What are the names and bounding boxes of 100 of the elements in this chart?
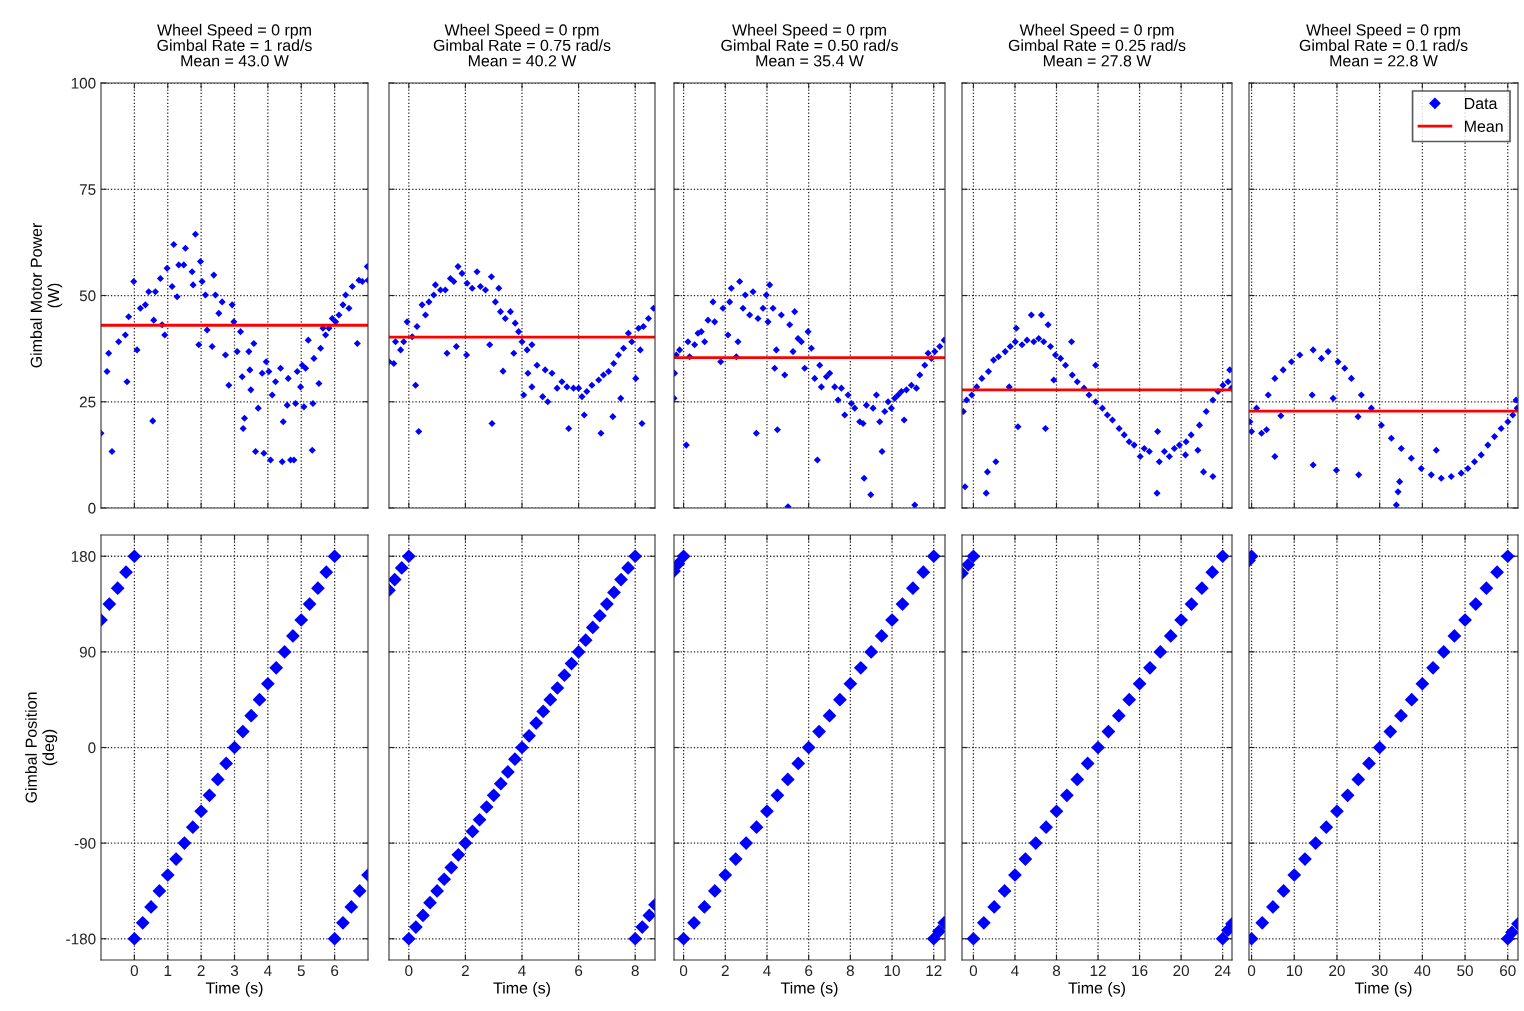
point [607, 585, 621, 600]
point [1394, 708, 1408, 723]
point [536, 704, 551, 719]
point [1490, 433, 1499, 441]
point [458, 836, 473, 850]
point [628, 549, 643, 564]
point [389, 572, 402, 587]
point [336, 915, 350, 930]
x-tick-label: 20 [1329, 965, 1345, 977]
x-tick-label: 8 [1052, 965, 1061, 977]
point [252, 692, 267, 707]
point [987, 900, 1002, 914]
point [1163, 629, 1178, 643]
point [1341, 364, 1349, 372]
x-tick-label: 2 [721, 965, 729, 976]
point [1205, 565, 1220, 580]
point [302, 597, 317, 611]
legend-label: Mean [1464, 120, 1503, 132]
point [127, 549, 142, 564]
point [1324, 348, 1332, 356]
x-axis-title: Time (s) [1354, 981, 1412, 997]
point [1479, 581, 1494, 595]
point [1484, 441, 1492, 449]
point [739, 836, 753, 850]
y-tick-label: 180 [71, 551, 96, 562]
point [1447, 473, 1455, 481]
point [493, 776, 508, 791]
point [621, 561, 635, 575]
x-tick-label: 4 [518, 965, 526, 976]
point [1470, 458, 1479, 466]
x-tick-label: 4 [1011, 965, 1019, 976]
point [676, 549, 691, 564]
point [1309, 461, 1317, 469]
point [1258, 429, 1266, 437]
point [235, 724, 250, 739]
point [687, 915, 701, 930]
x-tick-label: 4 [263, 965, 272, 976]
point [976, 915, 991, 930]
point [1426, 660, 1440, 675]
point [557, 668, 572, 683]
point [1436, 645, 1451, 659]
y-tick-label: -180 [66, 933, 96, 945]
point [1111, 708, 1126, 723]
point [1215, 931, 1230, 946]
point [1394, 488, 1402, 496]
point [277, 645, 292, 659]
point [571, 645, 586, 659]
point [1060, 788, 1074, 803]
point [244, 708, 259, 723]
x-tick-label: 60 [1500, 965, 1516, 977]
point [1417, 464, 1425, 473]
point [1447, 629, 1462, 643]
point [635, 920, 650, 934]
point [1263, 426, 1271, 434]
point [1505, 925, 1518, 940]
y-tick-label: 75 [79, 184, 96, 195]
point [853, 660, 868, 675]
point [697, 900, 712, 914]
x-tick-label: 1 [164, 965, 172, 976]
point [1143, 660, 1157, 675]
point [707, 884, 722, 898]
point [1512, 396, 1518, 404]
point [1255, 915, 1270, 930]
chart-title: Wheel Speed = 0 rpm Gimbal Rate = 0.75 rad/s Mean = 40.2 W [433, 23, 611, 67]
y-axis-title: Gimbal Position (deg) [25, 692, 58, 803]
point [962, 557, 976, 572]
x-tick-label: 50 [1457, 965, 1473, 977]
point [916, 565, 931, 580]
point [1195, 581, 1209, 595]
point [1296, 351, 1304, 359]
x-tick-label: 6 [331, 965, 339, 977]
point [1415, 676, 1430, 691]
point [472, 812, 487, 827]
point [522, 728, 536, 743]
point [127, 931, 142, 946]
point [760, 804, 774, 819]
point [642, 908, 655, 923]
point [1351, 772, 1366, 787]
point [394, 561, 409, 575]
point [718, 868, 733, 882]
y-axis-title: Gimbal Motor Power (W) [30, 222, 63, 368]
x-tick-label: 8 [846, 965, 854, 977]
point [628, 931, 643, 946]
x-tick-label: 20 [1173, 965, 1190, 977]
x-tick-label: 24 [1214, 965, 1231, 976]
x-axis-title: Time (s) [205, 981, 263, 997]
point [160, 868, 175, 882]
point [1334, 358, 1342, 366]
point [294, 613, 309, 627]
point [1387, 434, 1395, 442]
point [500, 765, 515, 779]
x-tick-label: 30 [1371, 965, 1388, 977]
point [479, 800, 494, 814]
point [515, 740, 529, 755]
point [833, 692, 847, 707]
point [110, 581, 125, 595]
point [1392, 501, 1400, 508]
point [1080, 756, 1095, 771]
point [1287, 868, 1302, 882]
y-tick-label: 0 [88, 502, 96, 514]
